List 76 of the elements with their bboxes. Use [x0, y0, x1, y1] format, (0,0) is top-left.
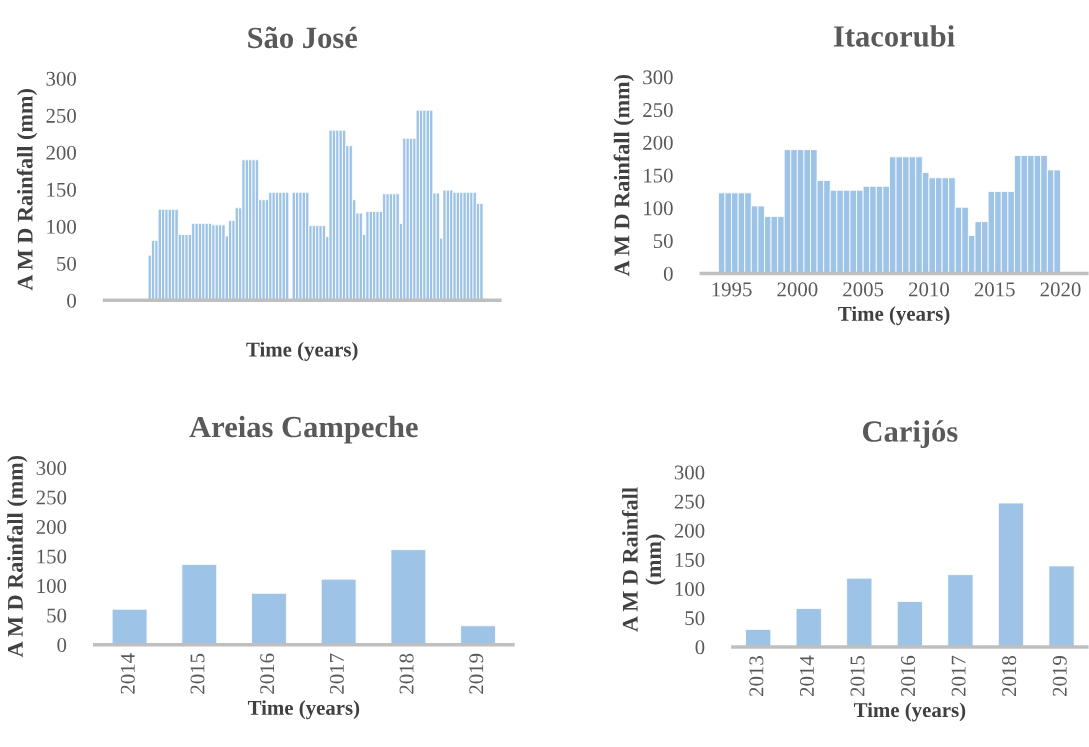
chart-title: Areias Campeche [189, 415, 418, 444]
x-axis-title: Time (years) [838, 306, 950, 326]
bar [285, 191, 290, 301]
y-tick-label: 200 [36, 520, 67, 535]
y-tick-label: 300 [643, 70, 673, 85]
y-tick-label: 200 [643, 135, 673, 150]
y-axis-title: A M D Rainfall (mm) [621, 487, 666, 632]
chart-title: Itacorubi [833, 25, 955, 47]
y-tick-label: 300 [46, 71, 76, 86]
x-axis-title: Time (years) [246, 341, 358, 361]
x-tick-label: 2018 [399, 653, 414, 694]
bar [997, 502, 1025, 647]
y-tick-label: 0 [57, 638, 67, 653]
y-tick-label: 150 [644, 168, 673, 183]
y-tick-label: 200 [46, 145, 76, 160]
x-tick-label: 2017 [329, 653, 344, 694]
bar [251, 592, 287, 645]
y-tick-label: 250 [46, 108, 76, 123]
x-tick-label: 2015 [974, 282, 1015, 297]
x-tick-label: 2000 [777, 282, 818, 297]
y-axis-title: A M D Rainfall (mm) [7, 455, 28, 658]
bar [846, 577, 873, 647]
y-tick-label: 100 [644, 201, 673, 216]
y-tick-label: 50 [685, 611, 705, 626]
y-tick-label: 0 [695, 640, 705, 655]
bar [1048, 565, 1075, 647]
y-tick-label: 200 [674, 523, 705, 538]
x-tick-label: 2005 [843, 282, 884, 297]
x-axis-title: Time (years) [853, 702, 966, 722]
bar [390, 549, 427, 645]
y-tick-label: 300 [36, 461, 67, 476]
x-tick-label: 2016 [901, 655, 916, 696]
bar [328, 129, 333, 301]
x-tick-label: 2013 [749, 656, 764, 696]
y-tick-label: 150 [675, 552, 705, 567]
y-tick-label: 100 [47, 219, 76, 234]
y-tick-label: 100 [37, 579, 67, 594]
bar [291, 191, 296, 301]
x-tick-label: 2019 [469, 653, 484, 694]
x-tick-label: 2017 [951, 655, 966, 696]
x-tick-label: 2015 [190, 653, 205, 694]
bar [795, 608, 822, 647]
y-tick-label: 150 [37, 549, 67, 564]
x-tick-label: 2018 [1002, 656, 1017, 696]
bar [896, 601, 923, 647]
x-tick-label: 1995 [712, 282, 752, 297]
x-tick-label: 2015 [850, 656, 865, 696]
y-tick-label: 50 [653, 234, 673, 249]
x-tick-label: 2020 [1040, 282, 1081, 297]
chart-title: São José [248, 26, 357, 49]
y-tick-label: 50 [57, 256, 76, 271]
y-axis-title: A M D Rainfall (mm) [16, 89, 38, 291]
y-tick-label: 250 [674, 494, 705, 509]
bar [947, 574, 974, 647]
x-tick-label: 2014 [120, 653, 135, 694]
y-tick-label: 300 [674, 465, 705, 480]
x-tick-label: 2010 [909, 282, 949, 297]
y-axis-title: A M D Rainfall (mm) [613, 74, 634, 277]
y-tick-label: 0 [67, 293, 76, 308]
chart-title: Carijós [862, 420, 958, 449]
y-tick-label: 0 [663, 266, 673, 281]
y-tick-label: 250 [643, 103, 673, 118]
x-tick-label: 2019 [1052, 656, 1067, 696]
bar [181, 563, 218, 645]
x-axis-title: Time (years) [247, 700, 360, 720]
y-tick-label: 150 [47, 182, 76, 197]
bar [320, 578, 357, 645]
y-tick-label: 50 [47, 608, 67, 623]
y-tick-label: 250 [36, 490, 67, 505]
bar [157, 208, 162, 301]
x-tick-label: 2014 [799, 655, 814, 696]
bar [415, 109, 420, 301]
y-tick-label: 100 [675, 582, 705, 597]
bar [111, 608, 148, 645]
x-tick-label: 2016 [260, 653, 275, 694]
bar [460, 625, 496, 645]
